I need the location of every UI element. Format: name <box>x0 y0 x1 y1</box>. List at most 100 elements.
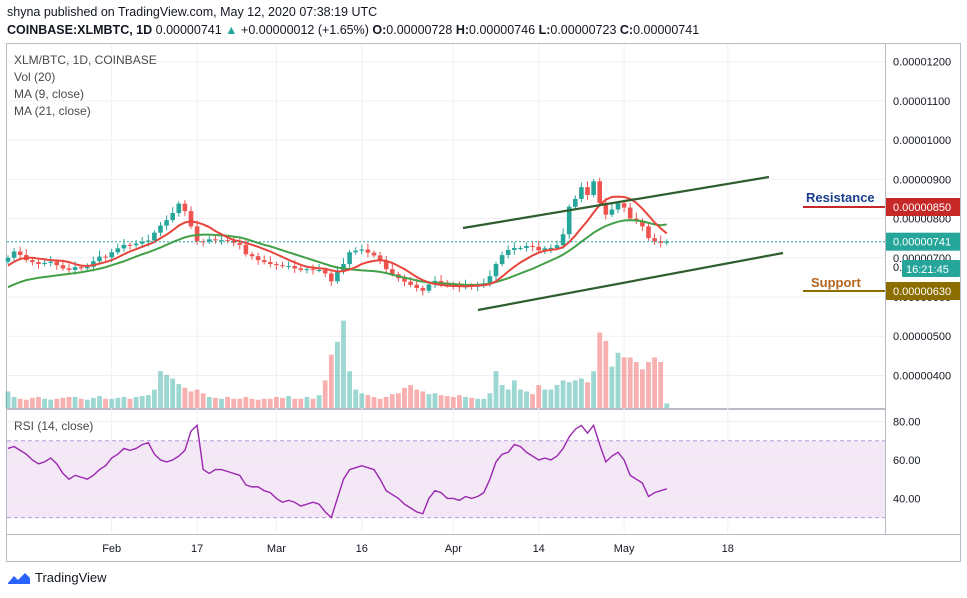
candle-body <box>127 244 133 246</box>
volume-bar <box>170 378 176 408</box>
candle-body <box>542 248 548 251</box>
volume-bar <box>353 389 359 408</box>
volume-bar <box>274 396 279 408</box>
countdown-tag-text: 16:21:45 <box>906 264 949 276</box>
volume-bar <box>481 398 487 408</box>
rsi-band <box>7 440 885 518</box>
volume-bar <box>267 398 273 408</box>
volume-bar <box>48 399 54 408</box>
low-value: 0.00000723 <box>550 23 617 37</box>
candle-body <box>60 265 66 269</box>
volume-bar <box>292 398 298 408</box>
last-price: 0.00000741 <box>155 23 222 37</box>
candle-body <box>213 239 218 241</box>
volume-bar <box>579 378 584 408</box>
volume-bar <box>359 393 365 408</box>
volume-bar <box>475 398 481 408</box>
last-price-tag <box>886 232 960 251</box>
candle-body <box>48 261 53 263</box>
volume-bar <box>182 387 188 408</box>
volume-bar <box>389 394 395 408</box>
candle-body <box>365 249 371 253</box>
volume-bar <box>103 398 108 408</box>
candle-body <box>664 241 670 243</box>
candle-body <box>72 267 78 270</box>
volume-bar <box>237 398 243 408</box>
volume-bar <box>255 399 261 408</box>
candle-body <box>402 278 407 282</box>
price-tick-label: 0.00001000 <box>893 135 951 147</box>
volume-bar <box>572 380 578 408</box>
open-label: O: <box>372 23 387 37</box>
candle-body <box>11 251 17 258</box>
candle-body <box>353 250 358 253</box>
volume-bar <box>438 395 444 408</box>
volume-bar <box>286 396 291 408</box>
candle-body <box>42 262 47 265</box>
volume-bar <box>426 394 432 408</box>
volume-bar <box>646 362 651 408</box>
volume-bar <box>365 395 371 408</box>
candle-body <box>188 211 194 227</box>
volume-bar <box>127 398 133 408</box>
candle-body <box>310 269 316 271</box>
time-tick-label: May <box>614 543 635 555</box>
volume-bar <box>432 393 438 408</box>
candle-body <box>640 220 645 227</box>
volume-bar <box>591 371 596 408</box>
candle-body <box>573 198 578 207</box>
candle-body <box>597 181 602 203</box>
volume-bar <box>206 396 212 408</box>
volume-bar <box>36 396 41 408</box>
candle-body <box>585 187 590 196</box>
volume-bar <box>511 380 517 408</box>
ma9-legend: MA (9, close) <box>14 87 84 101</box>
volume-bar <box>505 389 511 408</box>
last-price-tag-text: 0.00000741 <box>893 237 951 249</box>
volume-bar <box>383 396 389 408</box>
candle-body <box>115 248 121 253</box>
candle-body <box>377 255 383 261</box>
candle-body <box>505 249 511 256</box>
footer-brand: TradingView <box>35 570 107 585</box>
candle-body <box>420 287 426 291</box>
volume-bar <box>548 389 554 408</box>
volume-bar <box>213 397 218 408</box>
candle-body <box>231 240 236 243</box>
candle-body <box>316 269 322 271</box>
volume-bar <box>554 385 560 408</box>
support-label: Support <box>811 275 861 290</box>
time-tick-label: Apr <box>445 543 462 555</box>
volume-bar <box>78 398 84 408</box>
candle-body <box>304 269 310 271</box>
candle-body <box>615 203 621 210</box>
volume-bar <box>54 398 60 408</box>
volume-bar <box>463 396 468 408</box>
ohlc-line: COINBASE:XLMBTC, 1D 0.00000741 ▲ +0.0000… <box>7 23 699 37</box>
candle-body <box>603 202 609 215</box>
candle-body <box>390 269 395 275</box>
candle-body <box>78 267 84 269</box>
tradingview-branding[interactable]: TradingView <box>7 570 107 585</box>
candle-body <box>109 252 114 258</box>
volume-bar <box>97 396 102 408</box>
open-value: 0.00000728 <box>386 23 453 37</box>
candle-body <box>322 269 328 274</box>
price-axis[interactable] <box>885 43 961 535</box>
candle-body <box>487 276 493 284</box>
candle-body <box>176 203 182 214</box>
candle-body <box>621 203 627 208</box>
candle-body <box>139 241 145 244</box>
volume-bar <box>310 398 316 408</box>
candle-body <box>335 270 340 282</box>
volume-bar <box>60 397 66 408</box>
volume-bar <box>84 399 90 408</box>
time-axis[interactable] <box>6 534 961 562</box>
candle-body <box>548 247 554 249</box>
ma9-line <box>7 195 668 288</box>
volume-bar <box>158 371 163 408</box>
volume-bar <box>603 340 609 408</box>
tradingview-logo-icon <box>8 572 30 584</box>
time-tick-label: 18 <box>722 543 734 555</box>
support-price-tag <box>886 282 960 300</box>
